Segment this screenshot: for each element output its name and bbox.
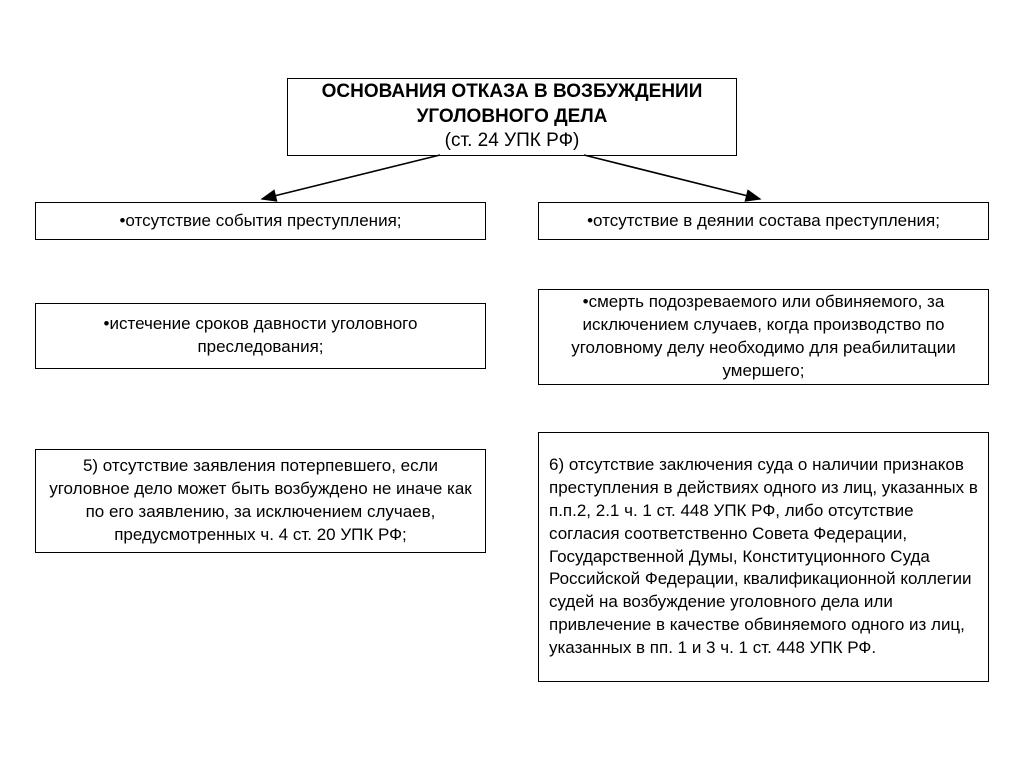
node-right-3: 6) отсутствие заключения суда о наличии … [538,432,989,682]
node-right-2: •смерть подозреваемого или обвиняемого, … [538,289,989,385]
arrow-right [584,155,760,199]
node-left-1-text: •отсутствие события преступления; [119,210,401,233]
node-left-3: 5) отсутствие заявления потерпевшего, ес… [35,449,486,553]
node-left-3-text: 5) отсутствие заявления потерпевшего, ес… [46,455,475,547]
node-right-2-text: •смерть подозреваемого или обвиняемого, … [549,291,978,383]
arrow-left [262,155,440,199]
title-line2: УГОЛОВНОГО ДЕЛА [417,106,608,127]
node-left-2-text: •истечение сроков давности уголовного пр… [46,313,475,359]
title-line3: (ст. 24 УПК РФ) [445,130,580,151]
node-right-1: •отсутствие в деянии состава преступлени… [538,202,989,240]
title-line1: ОСНОВАНИЯ ОТКАЗА В ВОЗБУЖДЕНИИ [322,81,703,102]
node-left-2: •истечение сроков давности уголовного пр… [35,303,486,369]
title-box: ОСНОВАНИЯ ОТКАЗА В ВОЗБУЖДЕНИИ УГОЛОВНОГ… [287,78,737,156]
node-right-1-text: •отсутствие в деянии состава преступлени… [587,210,940,233]
node-left-1: •отсутствие события преступления; [35,202,486,240]
node-right-3-text: 6) отсутствие заключения суда о наличии … [549,454,978,660]
